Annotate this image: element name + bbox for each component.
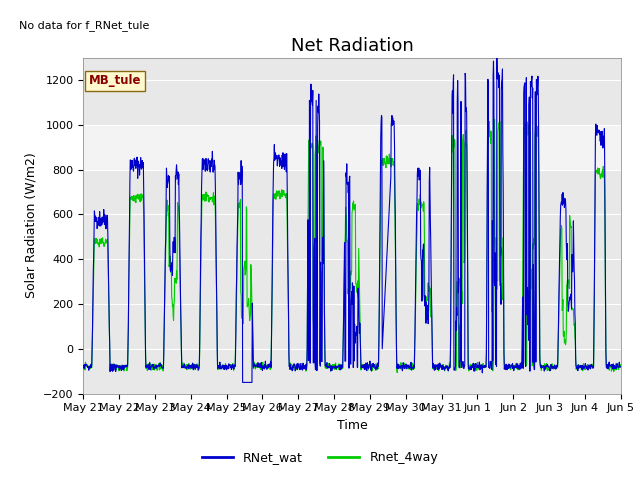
Rnet_4way [506,365,514,371]
RNet_wat [435,366,443,372]
Rnet_4way [616,364,624,370]
Rnet_4way [79,364,87,370]
Rnet_4way [435,364,443,370]
RNet_wat [506,365,514,371]
Rnet_4way [394,370,401,375]
RNet_wat [186,362,193,368]
Rnet_4way [199,197,207,203]
RNet_wat [259,363,267,369]
Rnet_4way [259,360,267,365]
Y-axis label: Solar Radiation (W/m2): Solar Radiation (W/m2) [24,153,37,299]
Title: Net Radiation: Net Radiation [291,36,413,55]
RNet_wat [239,380,246,385]
Rnet_4way [554,365,561,371]
RNet_wat [493,55,500,60]
Rnet_4way [491,117,499,122]
X-axis label: Time: Time [337,419,367,432]
Line: RNet_wat: RNet_wat [83,58,620,383]
Bar [83,125,621,169]
RNet_wat [79,365,87,371]
Rnet_4way [186,364,193,370]
RNet_wat [554,364,561,370]
RNet_wat [199,156,207,161]
Legend: RNet_wat, Rnet_4way: RNet_wat, Rnet_4way [197,446,443,469]
RNet_wat [616,364,624,370]
Text: No data for f_RNet_tule: No data for f_RNet_tule [19,20,149,31]
Line: Rnet_4way: Rnet_4way [83,120,620,372]
Text: MB_tule: MB_tule [88,74,141,87]
